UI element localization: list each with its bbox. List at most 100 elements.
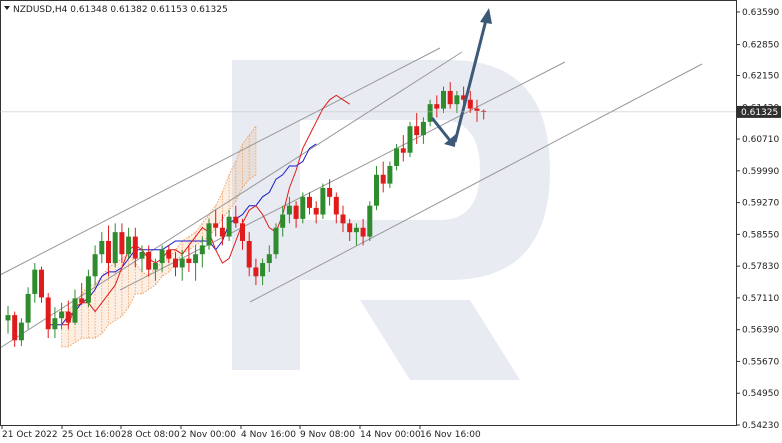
x-tick-label: 9 Nov 08:00	[300, 430, 355, 440]
candle	[353, 223, 359, 246]
candle-body	[347, 223, 353, 233]
y-tick-label: 0.54230	[742, 421, 779, 431]
trend-line-3	[119, 61, 566, 291]
forecast-arrows	[430, 8, 492, 147]
candle-body	[99, 240, 105, 255]
dropdown-triangle-icon[interactable]	[4, 6, 10, 10]
candle	[25, 287, 31, 330]
candle-body	[407, 126, 413, 153]
candle	[39, 266, 44, 303]
chart-title: NZDUSD,H4 0.61348 0.61382 0.61153 0.6132…	[13, 5, 228, 15]
candle	[407, 121, 413, 158]
candle	[72, 289, 78, 325]
candle	[59, 302, 65, 330]
candle	[119, 223, 125, 264]
forecast-arrow-down-shaft	[430, 117, 454, 144]
candle-body	[266, 254, 272, 264]
candle-body	[65, 311, 71, 323]
candle-body	[253, 267, 259, 277]
candle	[387, 161, 393, 189]
candle-body	[394, 148, 400, 166]
candle-body	[206, 223, 212, 246]
candle-body	[461, 95, 467, 100]
candle-body	[233, 216, 239, 224]
candle	[199, 236, 205, 268]
candle	[233, 205, 239, 228]
candle	[18, 318, 24, 347]
candle	[85, 269, 91, 308]
y-tick-label: 0.63590	[742, 8, 779, 18]
candle-body	[25, 293, 31, 323]
candle-body	[18, 322, 24, 341]
candle	[474, 99, 480, 122]
candle	[206, 218, 212, 250]
x-axis: 21 Oct 2022 25 Oct 16:00 28 Oct 08:00 2 Nov…	[1, 425, 481, 440]
x-tick-label: 25 Oct 16:00	[62, 430, 121, 440]
candle-body	[360, 227, 366, 237]
candle-body	[226, 216, 232, 237]
candle-body	[146, 252, 152, 270]
candle-body	[52, 318, 58, 330]
candle-body	[12, 315, 18, 341]
cloud-upper-edge	[61, 125, 257, 313]
candle-body	[447, 90, 453, 105]
candle	[313, 201, 319, 224]
candle-body	[374, 174, 379, 206]
cloud-lower-edge	[61, 174, 257, 348]
candle	[447, 82, 453, 109]
candle-body	[286, 205, 292, 215]
candle-body	[454, 95, 460, 105]
candle-body	[112, 232, 118, 264]
y-tick-label: 0.59270	[742, 199, 779, 209]
candle	[79, 282, 85, 305]
candle	[367, 201, 373, 241]
candle-body	[199, 245, 205, 255]
candle-body	[340, 214, 346, 224]
tenkan-sen-line	[61, 94, 350, 326]
candle	[126, 227, 132, 259]
candle-body	[186, 258, 192, 264]
candle	[52, 307, 58, 339]
candle-body	[45, 297, 51, 330]
candle-body	[219, 227, 225, 237]
y-tick-label: 0.58550	[742, 230, 779, 240]
y-tick-label: 0.60710	[742, 135, 779, 145]
candle	[327, 179, 333, 206]
candle	[99, 232, 105, 264]
candle	[246, 232, 252, 277]
candle	[112, 223, 118, 268]
candle-body	[193, 254, 199, 264]
candle	[65, 300, 71, 330]
candle	[213, 210, 219, 237]
candle-body	[434, 104, 440, 109]
candle-body	[313, 207, 319, 215]
candle-body	[32, 269, 38, 294]
candle	[45, 293, 51, 339]
candle	[240, 218, 245, 250]
candle-body	[474, 108, 480, 111]
current-price-box	[737, 105, 781, 118]
candle-body	[353, 227, 359, 233]
candle	[266, 245, 272, 272]
candle	[333, 192, 339, 224]
x-tick-label: 16 Nov 16:00	[420, 430, 481, 440]
x-tick-label: 28 Oct 08:00	[121, 430, 180, 440]
candle	[400, 135, 406, 162]
candle-body	[307, 196, 312, 208]
y-tick-label: 0.56390	[742, 326, 779, 336]
candle	[12, 311, 18, 347]
y-tick-label: 0.55670	[742, 357, 779, 367]
candle	[414, 113, 420, 144]
candle	[106, 225, 111, 277]
y-tick-label: 0.54950	[742, 389, 779, 399]
x-tick-label: 14 Nov 00:00	[360, 430, 421, 440]
candle	[253, 258, 259, 286]
candle	[293, 201, 299, 228]
candle	[5, 305, 11, 334]
candle-body	[72, 298, 78, 323]
candle-body	[166, 249, 172, 259]
candle	[394, 143, 400, 171]
candle	[159, 245, 165, 272]
trend-line-4	[249, 63, 703, 303]
candle-body	[39, 269, 44, 298]
